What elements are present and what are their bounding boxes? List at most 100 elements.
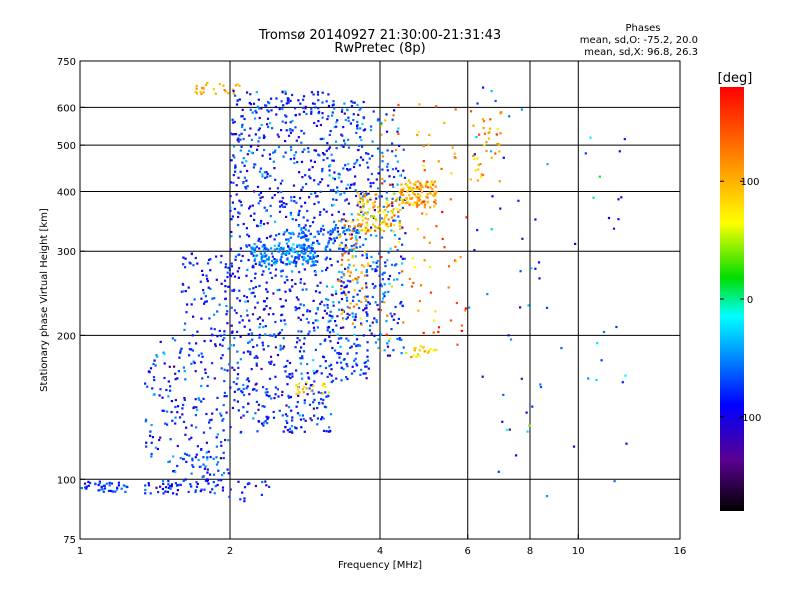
data-point [378, 252, 381, 255]
data-point [256, 148, 259, 151]
data-point [305, 288, 308, 291]
data-point [383, 301, 386, 304]
data-point [333, 239, 336, 242]
data-point [407, 186, 410, 189]
data-point [233, 368, 236, 371]
data-point [207, 258, 211, 262]
data-point [204, 295, 207, 298]
data-point [107, 489, 111, 492]
data-point [279, 182, 282, 185]
data-point [287, 240, 290, 243]
data-point [248, 288, 251, 291]
data-point [245, 387, 248, 390]
data-point [184, 322, 187, 325]
data-point [289, 121, 292, 124]
data-point [197, 354, 200, 357]
data-point [108, 481, 111, 484]
data-point [396, 278, 399, 281]
data-point [203, 302, 206, 305]
data-point [343, 286, 346, 289]
data-point [333, 171, 336, 174]
data-point [397, 317, 400, 320]
data-point [416, 185, 419, 189]
data-point [380, 124, 383, 127]
data-point [519, 306, 522, 309]
data-point [242, 137, 245, 141]
data-point [309, 177, 312, 180]
data-point [358, 344, 362, 347]
data-point [193, 361, 196, 365]
data-point [174, 399, 177, 402]
data-point [285, 419, 288, 422]
data-point [372, 216, 375, 219]
data-point [317, 201, 320, 204]
data-point [285, 275, 288, 278]
data-point [233, 156, 236, 159]
data-point [284, 290, 287, 293]
data-point [354, 255, 357, 258]
data-point [221, 354, 224, 357]
data-point [169, 385, 172, 388]
data-point [292, 233, 295, 236]
data-point [342, 213, 345, 216]
data-point [361, 195, 364, 198]
data-point [453, 152, 456, 155]
data-point [351, 315, 355, 318]
data-point [502, 393, 505, 396]
data-point [180, 290, 183, 293]
data-point [196, 408, 199, 412]
data-point [417, 309, 420, 312]
data-point [349, 248, 352, 251]
data-point [258, 116, 261, 120]
data-point [333, 220, 336, 223]
data-point [204, 479, 207, 482]
data-point [283, 231, 286, 234]
data-point [370, 172, 373, 176]
data-point [238, 98, 241, 101]
data-point [397, 170, 400, 173]
data-point [302, 110, 306, 113]
data-point [299, 362, 302, 365]
data-point [171, 419, 174, 422]
data-point [246, 185, 249, 188]
data-point [194, 414, 197, 417]
data-point [361, 219, 364, 222]
data-point [465, 216, 468, 219]
data-point [349, 183, 353, 186]
data-point [345, 376, 348, 379]
data-point [236, 361, 239, 364]
data-point [262, 325, 265, 329]
data-point [414, 181, 417, 184]
data-point [261, 175, 264, 178]
data-point [361, 199, 365, 202]
data-point [498, 180, 501, 183]
data-point [336, 341, 340, 344]
data-point [249, 353, 252, 356]
data-point [97, 489, 100, 492]
data-point [429, 186, 432, 189]
data-point [196, 445, 199, 448]
data-point [229, 488, 232, 491]
data-point [200, 317, 203, 320]
data-point [277, 395, 280, 398]
data-point [281, 196, 284, 200]
data-point [98, 482, 101, 485]
data-point [282, 252, 285, 255]
data-point [308, 330, 311, 333]
data-point [250, 251, 253, 254]
data-point [266, 172, 269, 176]
data-point [265, 415, 268, 418]
data-point [308, 175, 311, 178]
data-point [328, 174, 331, 177]
data-point [221, 344, 224, 347]
data-point [238, 134, 241, 137]
data-point [185, 460, 188, 463]
data-point [357, 299, 361, 302]
data-point [305, 112, 308, 116]
data-point [352, 264, 355, 267]
data-point [353, 370, 356, 373]
data-point [167, 480, 170, 483]
data-point [346, 109, 349, 112]
data-point [383, 180, 386, 183]
